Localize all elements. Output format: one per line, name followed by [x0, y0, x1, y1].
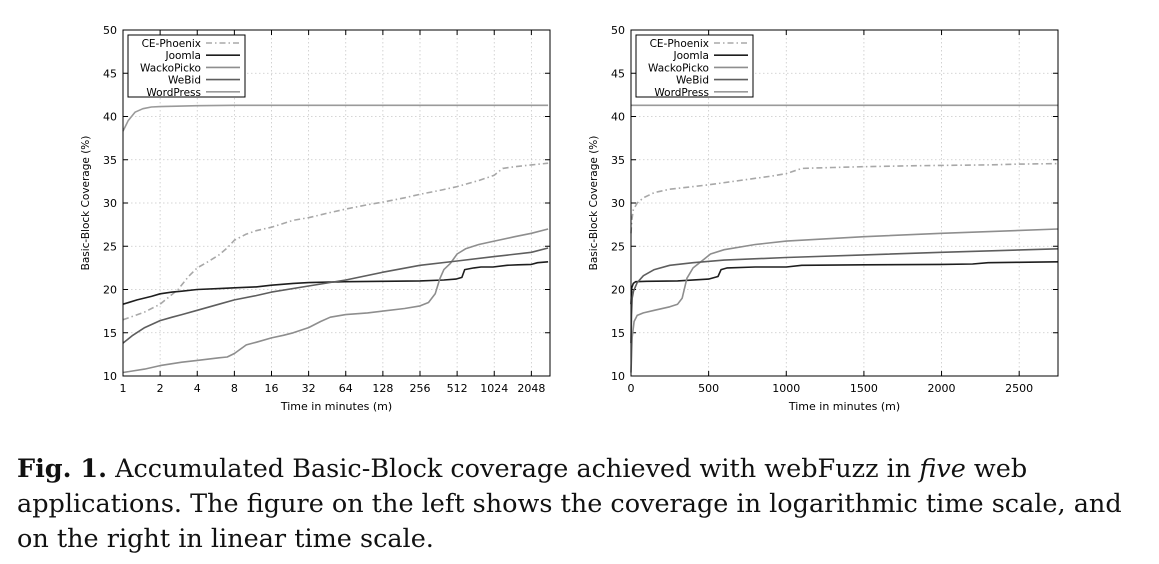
- caption-emphasis: five: [919, 454, 966, 484]
- caption-label: Fig. 1.: [17, 454, 107, 484]
- caption-text-after: web applications. The figure on the left…: [17, 454, 1122, 554]
- series-line-joomla: [630, 261, 1059, 305]
- x-tick-label: 256: [409, 382, 430, 395]
- series-line-webid: [122, 247, 549, 344]
- y-tick-label: 40: [611, 111, 625, 124]
- figure-caption: Fig. 1. Accumulated Basic-Block coverage…: [17, 452, 1127, 557]
- y-tick-label: 20: [611, 284, 625, 297]
- x-axis-title: Time in minutes (m): [280, 400, 392, 413]
- y-tick-label: 30: [103, 197, 117, 210]
- series-line-joomla: [122, 261, 549, 305]
- series-line-wackopicko: [630, 228, 1059, 373]
- x-tick-label: 2048: [517, 382, 545, 395]
- y-tick-label: 40: [103, 111, 117, 124]
- plot-frame: [122, 29, 551, 377]
- y-tick-label: 50: [103, 24, 117, 37]
- y-tick-label: 10: [103, 370, 117, 383]
- y-tick-label: 15: [611, 327, 625, 340]
- y-tick-label: 15: [103, 327, 117, 340]
- y-axis-title: Basic-Block Coverage (%): [588, 136, 600, 271]
- y-axis-title: Basic-Block Coverage (%): [80, 136, 92, 271]
- x-tick-label: 2: [157, 382, 164, 395]
- legend-label-wackopicko: WackoPicko: [140, 62, 201, 74]
- legend-label-webid: WeBid: [168, 75, 201, 87]
- y-tick-label: 45: [103, 67, 117, 80]
- series-line-ce-phoenix: [630, 162, 1059, 234]
- series-line-webid: [630, 248, 1059, 344]
- x-tick-label: 8: [231, 382, 238, 395]
- legend-label-webid: WeBid: [676, 75, 709, 87]
- x-tick-label: 64: [339, 382, 353, 395]
- x-tick-label: 2000: [928, 382, 956, 395]
- legend-label-wordpress: WordPress: [146, 87, 201, 99]
- y-tick-label: 20: [103, 284, 117, 297]
- x-tick-label: 1: [120, 382, 127, 395]
- series-line-ce-phoenix: [122, 162, 549, 321]
- y-tick-label: 35: [611, 154, 625, 167]
- x-tick-label: 1500: [850, 382, 878, 395]
- legend-label-wackopicko: WackoPicko: [648, 62, 709, 74]
- x-tick-label: 1000: [772, 382, 800, 395]
- y-tick-label: 45: [611, 67, 625, 80]
- x-tick-label: 32: [302, 382, 316, 395]
- y-tick-label: 25: [103, 240, 117, 253]
- legend-label-ce-phoenix: CE-Phoenix: [142, 38, 201, 50]
- y-tick-label: 35: [103, 154, 117, 167]
- legend-label-joomla: Joomla: [672, 50, 709, 62]
- legend-label-joomla: Joomla: [164, 50, 201, 62]
- x-axis-title: Time in minutes (m): [788, 400, 900, 413]
- legend-box: [127, 34, 246, 98]
- y-tick-label: 50: [611, 24, 625, 37]
- plot-frame: [630, 29, 1059, 377]
- x-tick-label: 16: [264, 382, 278, 395]
- x-tick-label: 0: [628, 382, 635, 395]
- y-tick-label: 25: [611, 240, 625, 253]
- x-tick-label: 1024: [480, 382, 508, 395]
- coverage-chart-log-scale: 10 15 20 25 30 35 40 45 50 1 2 4 8 16 32 64 128 256 512 102…: [80, 24, 551, 413]
- x-tick-label: 4: [194, 382, 201, 395]
- legend-label-ce-phoenix: CE-Phoenix: [650, 38, 709, 50]
- x-tick-label: 512: [447, 382, 468, 395]
- caption-text-before: Accumulated Basic-Block coverage achieve…: [107, 454, 920, 484]
- y-tick-label: 30: [611, 197, 625, 210]
- x-tick-label: 128: [372, 382, 393, 395]
- legend-box: [635, 34, 754, 98]
- x-tick-label: 2500: [1005, 382, 1033, 395]
- legend-label-wordpress: WordPress: [654, 87, 709, 99]
- x-tick-label: 500: [698, 382, 719, 395]
- series-line-wackopicko: [122, 228, 549, 374]
- series-line-wordpress: [122, 104, 549, 132]
- y-tick-label: 10: [611, 370, 625, 383]
